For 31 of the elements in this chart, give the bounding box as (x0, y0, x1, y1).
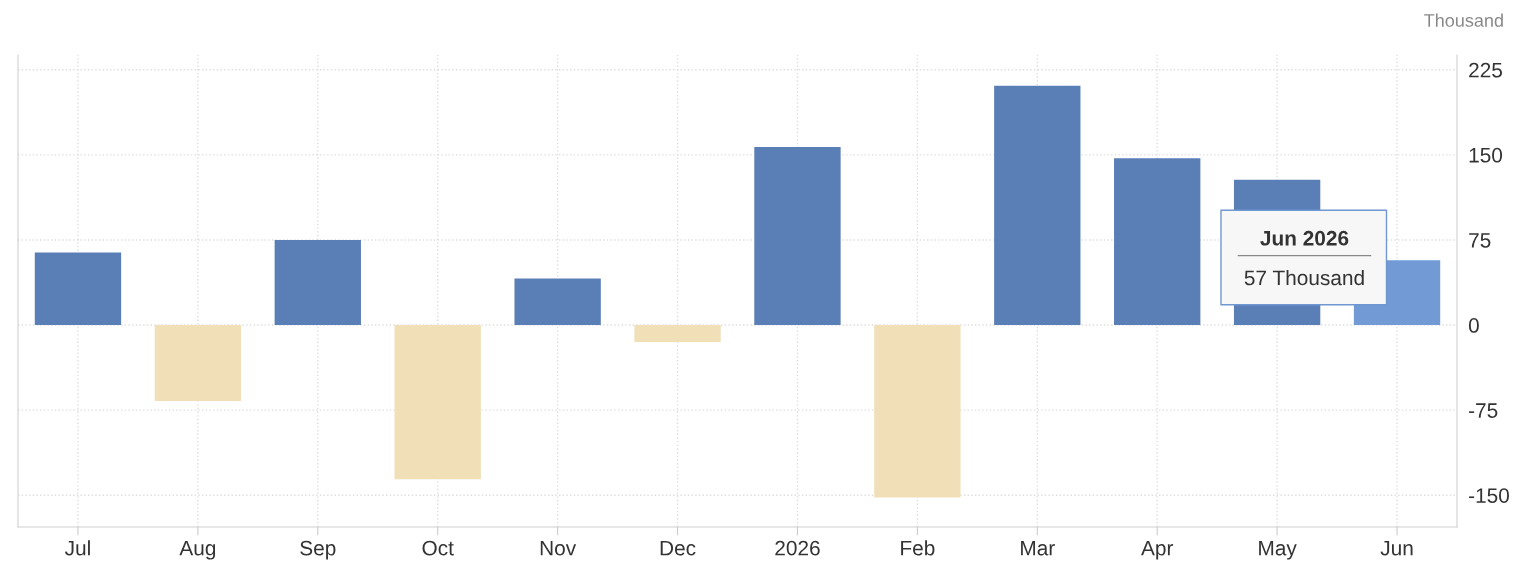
bar (154, 325, 242, 402)
bar (634, 325, 721, 343)
y-tick-label: -75 (1469, 403, 1498, 418)
bar (874, 325, 961, 498)
x-tick-label: Aug (179, 540, 216, 560)
annotation: Jun 2026 (1260, 230, 1349, 246)
bar (274, 239, 361, 326)
x-tick-label: Jul (64, 540, 90, 556)
x-tick-label: Jun (1380, 540, 1413, 556)
y-tick-label: 225 (1469, 62, 1502, 78)
y-tick-label: -150 (1469, 488, 1509, 503)
bar (394, 325, 481, 480)
x-tick-label: Sep (300, 540, 336, 560)
y-tick-label: 0 (1468, 318, 1479, 333)
x-tick-label: Mar (1021, 540, 1055, 556)
y-tick-label: 75 (1469, 233, 1491, 248)
x-tick-label: Nov (540, 540, 577, 556)
bar (514, 278, 601, 326)
y-axis-title: Thousand (1424, 13, 1503, 27)
bar (754, 146, 841, 326)
x-tick-label: Feb (901, 540, 935, 556)
bar (34, 252, 122, 326)
annotation: 57 Thousand (1244, 269, 1364, 286)
x-tick-label: May (1259, 540, 1297, 560)
bar (994, 85, 1081, 326)
x-tick-label: Oct (422, 540, 454, 556)
x-tick-label: Dec (660, 540, 696, 556)
x-tick-label: 2026 (775, 540, 820, 556)
bar (1114, 158, 1201, 326)
y-tick-label: 150 (1469, 147, 1503, 163)
x-tick-label: Apr (1141, 540, 1174, 560)
